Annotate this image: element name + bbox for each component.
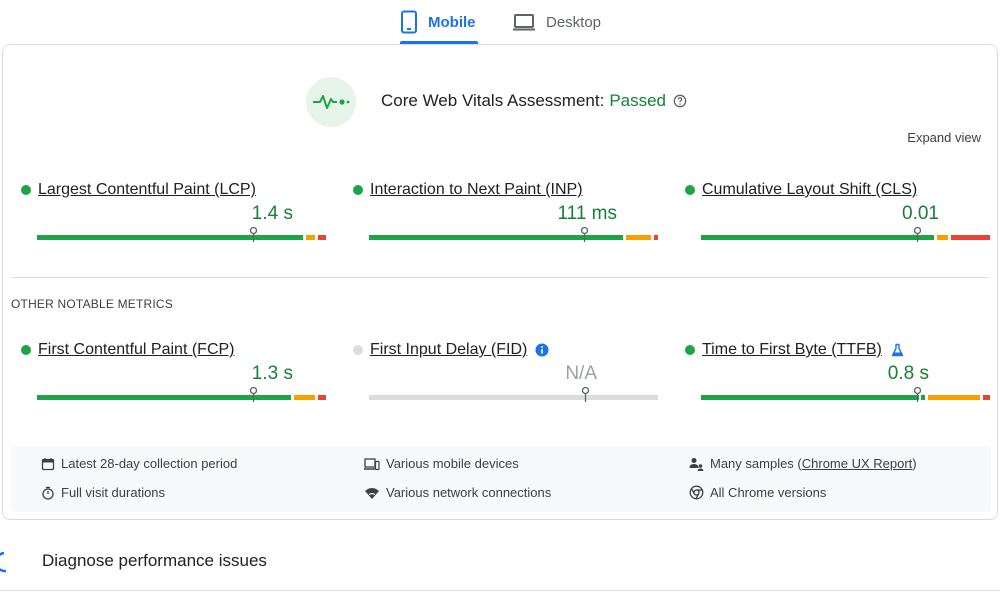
- metric-fcp-name[interactable]: First Contentful Paint (FCP): [38, 341, 235, 358]
- status-dot: [21, 345, 31, 355]
- status-dot: [685, 185, 695, 195]
- other-metrics-heading: OTHER NOTABLE METRICS: [11, 297, 173, 311]
- metric-lcp-distribution: [37, 226, 326, 242]
- metric-fcp-value: 1.3 s: [251, 363, 293, 384]
- metric-lcp-name[interactable]: Largest Contentful Paint (LCP): [38, 181, 256, 198]
- wifi-icon: [365, 487, 379, 499]
- metric-cls: Cumulative Layout Shift (CLS) 0.01: [685, 181, 990, 242]
- field-data-card: Core Web Vitals Assessment: Passed Expan…: [2, 44, 998, 520]
- pulse-icon: [306, 77, 356, 127]
- metric-inp: Interaction to Next Paint (INP) 111 ms: [353, 181, 658, 242]
- device-types-text: Various mobile devices: [386, 456, 519, 471]
- help-icon[interactable]: [673, 94, 687, 108]
- people-icon: [689, 457, 704, 471]
- tab-mobile-label: Mobile: [428, 13, 476, 31]
- metric-ttfb-name[interactable]: Time to First Byte (TTFB): [702, 341, 882, 358]
- flask-icon[interactable]: [891, 343, 904, 357]
- metric-fcp-distribution: [37, 386, 326, 402]
- diagnose-section: Diagnose performance issues: [0, 536, 1000, 591]
- status-dot: [21, 185, 31, 195]
- collection-period: Latest 28-day collection period: [41, 456, 237, 471]
- status-dot: [353, 345, 363, 355]
- network-connections-text: Various network connections: [386, 485, 552, 500]
- metric-cls-distribution: [701, 226, 990, 242]
- expand-view-button[interactable]: Expand view: [907, 130, 981, 145]
- devices-icon: [364, 457, 380, 470]
- metric-fid-distribution: [369, 386, 658, 402]
- info-icon[interactable]: [535, 343, 549, 357]
- tab-desktop-label: Desktop: [546, 13, 602, 31]
- metric-fid: First Input Delay (FID) N/A: [353, 341, 658, 402]
- metric-fid-name[interactable]: First Input Delay (FID): [370, 341, 528, 358]
- laptop-icon: [513, 14, 535, 31]
- assessment-title: Core Web Vitals Assessment: Passed: [381, 91, 687, 111]
- metric-cls-name[interactable]: Cumulative Layout Shift (CLS): [702, 181, 918, 198]
- calendar-icon: [41, 457, 55, 470]
- sample-size-suffix: ): [912, 456, 917, 471]
- percentile-marker: [913, 226, 922, 242]
- metric-fcp: First Contentful Paint (FCP) 1.3 s: [21, 341, 326, 402]
- device-tabs: Mobile Desktop: [0, 0, 1000, 44]
- chrome-versions-text: All Chrome versions: [710, 485, 827, 500]
- status-dot: [685, 345, 695, 355]
- device-types: Various mobile devices: [364, 456, 519, 471]
- percentile-marker: [580, 226, 589, 242]
- percentile-marker: [249, 226, 258, 242]
- metric-inp-distribution: [369, 226, 658, 242]
- metric-cls-value: 0.01: [902, 203, 939, 224]
- stopwatch-icon: [42, 486, 54, 500]
- status-dot: [353, 185, 363, 195]
- section-divider: [11, 277, 989, 278]
- percentile-marker: [249, 386, 258, 402]
- diagnose-title: Diagnose performance issues: [42, 551, 267, 570]
- metric-fid-value: N/A: [565, 363, 597, 384]
- visit-durations-text: Full visit durations: [61, 485, 166, 500]
- tab-desktop[interactable]: Desktop: [512, 0, 601, 44]
- loading-gauge-icon: [0, 551, 7, 573]
- percentile-marker: [913, 386, 922, 402]
- assessment-label: Core Web Vitals Assessment:: [381, 91, 605, 110]
- visit-durations: Full visit durations: [41, 485, 165, 500]
- assessment-status: Passed: [609, 91, 667, 110]
- smartphone-icon: [401, 10, 417, 34]
- metric-lcp: Largest Contentful Paint (LCP) 1.4 s: [21, 181, 326, 242]
- metric-inp-value: 111 ms: [557, 203, 618, 224]
- collection-period-text: Latest 28-day collection period: [61, 456, 238, 471]
- percentile-marker: [581, 386, 590, 402]
- metric-ttfb: Time to First Byte (TTFB) 0.8 s: [685, 341, 990, 402]
- collection-info: Latest 28-day collection period Full vis…: [11, 446, 991, 512]
- metric-ttfb-value: 0.8 s: [887, 363, 929, 384]
- network-connections: Various network connections: [364, 485, 551, 500]
- metric-ttfb-distribution: [701, 386, 990, 402]
- chrome-versions: All Chrome versions: [689, 485, 826, 500]
- sample-size: Many samples (Chrome UX Report): [689, 456, 917, 471]
- sample-size-text: Many samples (: [710, 456, 802, 471]
- chrome-ux-report-link[interactable]: Chrome UX Report: [801, 456, 913, 471]
- tab-mobile[interactable]: Mobile: [400, 0, 477, 44]
- metric-inp-name[interactable]: Interaction to Next Paint (INP): [370, 181, 583, 198]
- chrome-icon: [689, 485, 704, 500]
- metric-lcp-value: 1.4 s: [251, 203, 293, 224]
